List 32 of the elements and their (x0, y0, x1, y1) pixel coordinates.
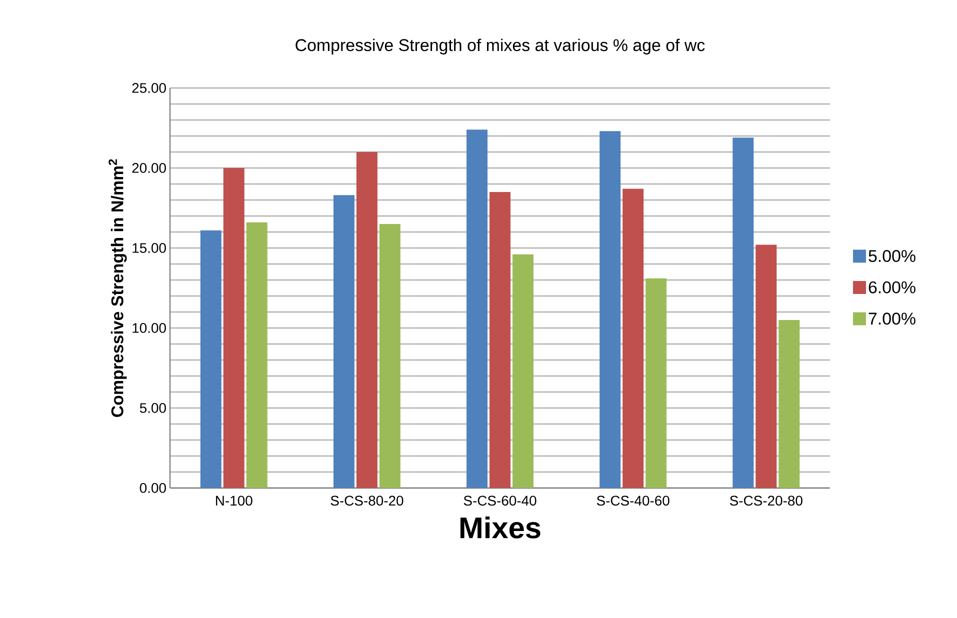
x-tick-label: S-CS-40-60 (596, 496, 670, 506)
y-tick-label: 10.00 (132, 323, 166, 333)
bar (512, 254, 534, 488)
bar (600, 131, 621, 488)
legend-label: 7.00% (868, 312, 916, 325)
bar (756, 244, 777, 488)
y-tick-label: 20.00 (132, 163, 166, 173)
legend-label: 5.00% (868, 250, 916, 262)
bar (356, 152, 378, 488)
bar (778, 320, 800, 488)
bar (732, 138, 754, 488)
bar (223, 168, 244, 488)
x-tick-label: S-CS-60-40 (464, 496, 536, 506)
x-tick-label: S-CS-80-20 (330, 496, 404, 506)
y-axis-title: Compressive Strength in N/mm$^{2}$ (108, 159, 127, 417)
y-tick-label: 0.00 (140, 483, 166, 493)
bar (379, 224, 400, 488)
x-axis-title: Mixes (460, 516, 540, 538)
bar (200, 230, 222, 488)
y-tick-label: 5.00 (140, 403, 166, 413)
bar (246, 222, 268, 488)
bar (490, 192, 511, 488)
x-tick-label: N-100 (216, 496, 252, 506)
bar (646, 278, 667, 488)
chart-title: Compressive Strength of mixes at various % age of wc (296, 38, 705, 54)
bar (622, 188, 644, 488)
y-tick-label: 15.00 (132, 243, 166, 253)
legend-label: 6.00% (868, 281, 916, 294)
x-tick-label: S-CS-20-80 (730, 496, 802, 506)
bar (466, 130, 488, 488)
y-tick-label: 25.00 (132, 83, 166, 93)
bar (333, 195, 354, 488)
